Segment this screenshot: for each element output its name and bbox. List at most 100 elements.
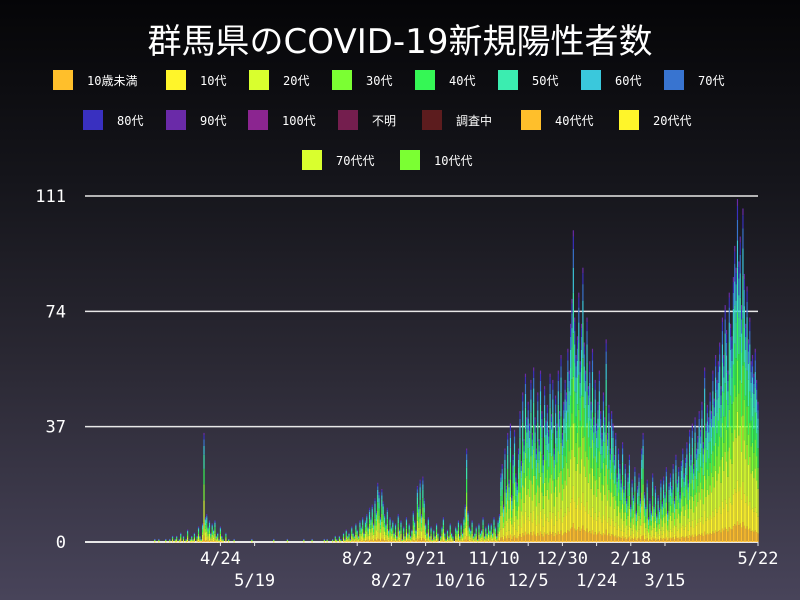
legend-item: 100代 xyxy=(248,110,316,130)
bar xyxy=(675,454,677,542)
bar-segment xyxy=(508,480,510,484)
bar-segment xyxy=(355,523,357,525)
bar xyxy=(370,517,372,542)
bar xyxy=(678,467,680,542)
bar-segment xyxy=(575,508,577,531)
bar-segment xyxy=(357,539,360,541)
bar-segment xyxy=(412,530,414,537)
bar-segment xyxy=(597,467,599,489)
bar-segment xyxy=(500,529,502,538)
bar-segment xyxy=(605,363,607,380)
bar-segment xyxy=(478,532,480,535)
bar-segment xyxy=(359,520,361,521)
bar-segment xyxy=(189,538,191,540)
bar-segment xyxy=(571,313,573,329)
bar-segment xyxy=(747,379,750,407)
bar-segment xyxy=(542,508,544,527)
bar-segment xyxy=(519,411,521,414)
bar-segment xyxy=(606,435,609,440)
bar-segment xyxy=(653,539,655,542)
bar-segment xyxy=(233,539,235,541)
bar-segment xyxy=(564,379,566,384)
bar-segment xyxy=(185,540,187,542)
bar xyxy=(215,535,217,543)
bar-segment xyxy=(178,538,180,540)
bar-segment xyxy=(553,448,555,451)
bar-segment xyxy=(520,460,522,463)
bar-segment xyxy=(359,530,361,534)
bar-segment xyxy=(460,523,462,524)
bar xyxy=(535,448,537,542)
legend-label: 40代 xyxy=(449,73,476,88)
bar-segment xyxy=(682,467,684,480)
bar-segment xyxy=(673,512,676,519)
bar-segment xyxy=(553,506,555,526)
bar-segment xyxy=(664,492,666,494)
bar-segment xyxy=(400,533,402,539)
bar-segment xyxy=(471,521,473,523)
bar-segment xyxy=(691,423,693,426)
bar-segment xyxy=(594,512,596,533)
bar-segment xyxy=(474,540,476,542)
bar-segment xyxy=(735,396,737,438)
bar-segment xyxy=(638,474,640,478)
bar-segment xyxy=(492,537,494,539)
bar-segment xyxy=(414,520,416,521)
bar-segment xyxy=(219,531,222,534)
bar-segment xyxy=(731,340,733,349)
bar xyxy=(233,538,235,543)
bar-segment xyxy=(435,525,438,528)
bar-segment xyxy=(374,498,376,500)
bar-segment xyxy=(565,410,568,423)
bar-segment xyxy=(414,538,416,541)
bar-segment xyxy=(366,536,368,541)
bar-segment xyxy=(171,535,174,537)
bar xyxy=(189,538,191,543)
bar-segment xyxy=(207,526,209,528)
bar xyxy=(642,432,644,542)
bar-segment xyxy=(185,541,187,543)
bar-segment xyxy=(367,528,369,530)
bar-segment xyxy=(498,536,501,541)
bar-segment xyxy=(185,541,187,543)
bar-segment xyxy=(474,535,476,538)
bar-segment xyxy=(538,439,540,442)
bar-segment xyxy=(653,522,655,528)
bar-segment xyxy=(423,539,425,542)
bar-segment xyxy=(457,521,460,523)
bar-segment xyxy=(738,354,740,394)
bar-segment xyxy=(557,451,559,477)
bar-segment xyxy=(591,530,594,542)
bar-segment xyxy=(185,539,187,541)
bar-segment xyxy=(496,537,498,538)
bar-segment xyxy=(352,535,354,538)
bar-segment xyxy=(664,533,666,540)
legend-item: 60代 xyxy=(581,70,641,90)
bar-segment xyxy=(530,532,532,542)
bar-segment xyxy=(751,508,754,531)
bar-segment xyxy=(467,540,469,542)
bar-segment xyxy=(356,537,358,540)
bar-segment xyxy=(471,540,473,542)
bar-segment xyxy=(527,401,529,405)
bar-segment xyxy=(654,492,656,498)
bar-segment xyxy=(197,526,200,528)
bar-segment xyxy=(568,427,570,452)
bar-segment xyxy=(370,532,372,538)
bar-segment xyxy=(702,442,704,445)
bar-segment xyxy=(169,541,171,543)
bar-segment xyxy=(598,391,600,405)
bar-segment xyxy=(377,510,379,520)
bar-segment xyxy=(434,538,436,540)
bar-segment xyxy=(273,539,275,541)
bar-segment xyxy=(734,488,736,525)
bar-segment xyxy=(482,522,484,526)
bar-segment xyxy=(743,493,745,526)
bar-segment xyxy=(619,464,621,466)
bar-segment xyxy=(557,511,559,532)
bar-segment xyxy=(699,432,702,437)
bar xyxy=(303,538,305,543)
bar-segment xyxy=(389,517,391,518)
bar-segment xyxy=(713,401,715,408)
bar-segment xyxy=(680,537,682,542)
